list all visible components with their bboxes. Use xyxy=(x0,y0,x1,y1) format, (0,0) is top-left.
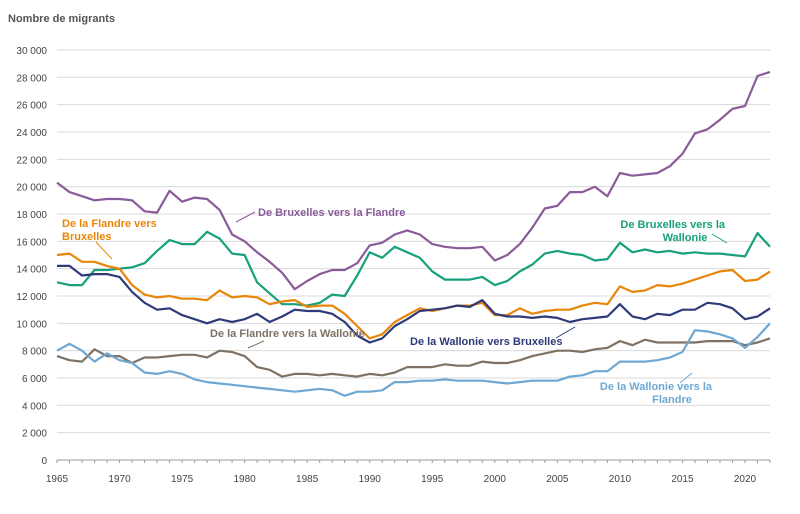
label-pointer xyxy=(247,340,265,349)
label-pointer xyxy=(95,241,113,260)
y-tick-label: 30 000 xyxy=(16,46,47,57)
series-line-1 xyxy=(56,230,771,307)
series-line-4 xyxy=(56,337,771,378)
y-tick-label: 12 000 xyxy=(16,292,47,303)
series-line-2 xyxy=(56,252,771,340)
x-tick-label: 1965 xyxy=(46,474,69,485)
y-tick-label: 18 000 xyxy=(16,210,47,221)
series-line-0 xyxy=(56,70,771,291)
series-label-line: De Bruxelles vers la xyxy=(620,219,725,231)
x-tick-label: 1975 xyxy=(171,474,194,485)
series-label-line: De la Flandre vers la Wallonie xyxy=(210,328,365,340)
y-axis-ticks: 0 2 000 4 000 6 000 8 000 10 000 12 000 14 000 1… xyxy=(16,46,47,467)
gridlines xyxy=(57,49,770,434)
series-label-4: De la Flandre vers la Wallonie xyxy=(210,328,365,340)
series-line-5 xyxy=(56,322,771,397)
x-axis-ticks: 1965 1970 1975 1980 1985 1990 1995 2000 2005 2010… xyxy=(46,460,771,485)
y-tick-label: 26 000 xyxy=(16,101,47,112)
series-label-line: Wallonie xyxy=(663,232,708,244)
y-tick-label: 14 000 xyxy=(16,265,47,276)
series-label-5: De la Wallonie vers la Flandre xyxy=(600,381,713,406)
label-pointer xyxy=(711,233,728,244)
x-tick-label: 2015 xyxy=(671,474,694,485)
series-lines xyxy=(56,70,771,397)
x-tick-label: 2020 xyxy=(734,474,757,485)
x-tick-label: 1995 xyxy=(421,474,444,485)
y-tick-label: 16 000 xyxy=(16,237,47,248)
y-tick-label: 8 000 xyxy=(22,347,47,358)
x-tick-label: 1985 xyxy=(296,474,319,485)
label-pointer xyxy=(235,211,256,223)
y-tick-label: 22 000 xyxy=(16,155,47,166)
series-label-line: Bruxelles xyxy=(62,231,112,243)
x-tick-label: 1980 xyxy=(234,474,257,485)
series-line-3 xyxy=(57,264,771,344)
label-pointer xyxy=(555,326,576,339)
series-label-line: De Bruxelles vers la Flandre xyxy=(258,207,405,219)
series-label-1: De Bruxelles vers la Wallonie xyxy=(620,219,725,244)
y-tick-label: 6 000 xyxy=(22,374,47,385)
x-tick-label: 1970 xyxy=(108,474,131,485)
series-label-line: De la Flandre vers xyxy=(62,218,157,230)
series-label-line: De la Wallonie vers Bruxelles xyxy=(410,336,562,348)
series-label-line: De la Wallonie vers la xyxy=(600,381,713,393)
y-tick-label: 10 000 xyxy=(16,319,47,330)
x-tick-label: 2000 xyxy=(484,474,507,485)
label-pointer xyxy=(679,372,693,384)
series-labels: De Bruxelles vers la Flandre De Bruxelles… xyxy=(62,207,728,406)
y-tick-label: 4 000 xyxy=(22,401,47,412)
y-tick-label: 24 000 xyxy=(16,128,47,139)
series-label-line: Flandre xyxy=(652,394,692,406)
y-axis-label: Nombre de migrants xyxy=(8,13,115,25)
x-tick-label: 2010 xyxy=(609,474,632,485)
y-tick-label: 2 000 xyxy=(22,429,47,440)
series-label-2: De la Flandre vers Bruxelles xyxy=(62,218,157,243)
series-label-0: De Bruxelles vers la Flandre xyxy=(258,207,405,219)
y-tick-label: 28 000 xyxy=(16,73,47,84)
y-tick-label: 20 000 xyxy=(16,183,47,194)
x-tick-label: 2005 xyxy=(546,474,569,485)
x-tick-label: 1990 xyxy=(359,474,382,485)
y-tick-label: 0 xyxy=(41,456,47,467)
series-label-3: De la Wallonie vers Bruxelles xyxy=(410,336,562,348)
